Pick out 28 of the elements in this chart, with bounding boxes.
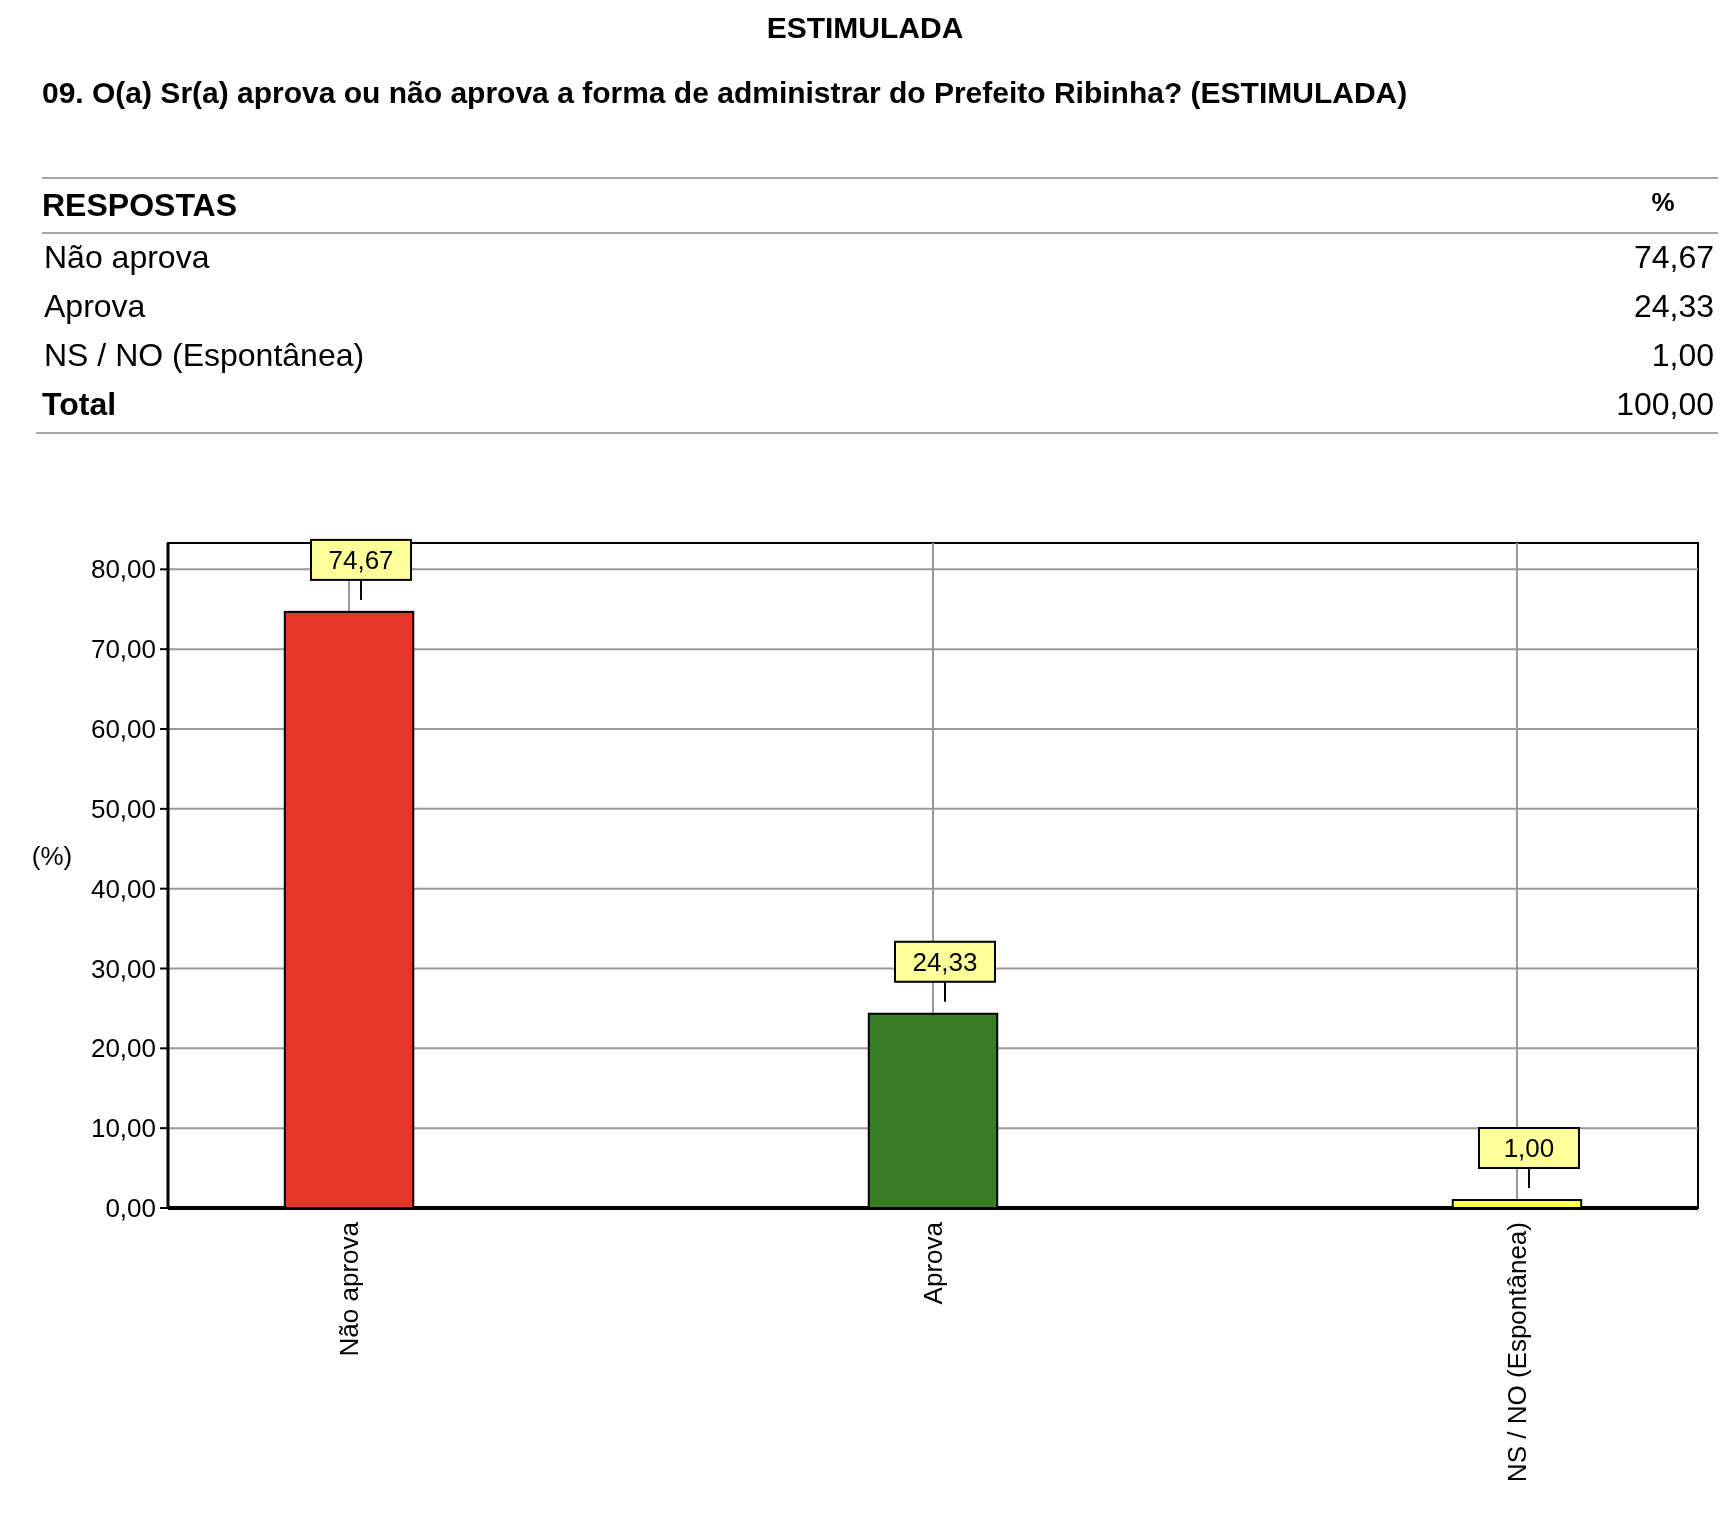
category-label: Aprova [44,288,146,324]
y-tick-label: 30,00 [90,953,156,984]
chart-title: ESTIMULADA [766,11,964,44]
x-tick-label: Não aprova [334,1221,365,1357]
x-tick-label: NS / NO (Espontânea) [1502,1222,1533,1483]
text: 24,33 [1633,288,1714,324]
text: % [1651,187,1675,217]
y-tick-label: 0,00 [105,1193,156,1224]
data-label: 74,67 [328,544,394,575]
y-tick-label: 80,00 [90,554,156,585]
y-tick-label: 40,00 [90,873,156,904]
category-label: NS / NO (Espontânea) [44,337,365,373]
text: 74,67 [1633,239,1714,275]
y-tick-label: 50,00 [90,793,156,824]
y-axis-title: (%) [31,840,73,871]
x-tick-label: Aprova [918,1221,949,1305]
y-tick-label: 20,00 [90,1033,156,1064]
text: RESPOSTAS [42,187,237,223]
data-label: 24,33 [912,946,978,977]
text: 1,00 [1651,337,1714,373]
data-label: 1,00 [1503,1133,1555,1164]
y-tick-label: 70,00 [90,634,156,665]
y-tick-label: 60,00 [90,714,156,745]
chart-subtitle: 09. O(a) Sr(a) aprova ou não aprova a forma de administrar do Prefeito Ribinha? (ESTIMULADA) [42,76,1408,109]
category-label: Não aprova [44,239,210,275]
y-tick-label: 10,00 [90,1113,156,1144]
text: 100,00 [1616,386,1714,422]
text: Total [42,386,117,422]
